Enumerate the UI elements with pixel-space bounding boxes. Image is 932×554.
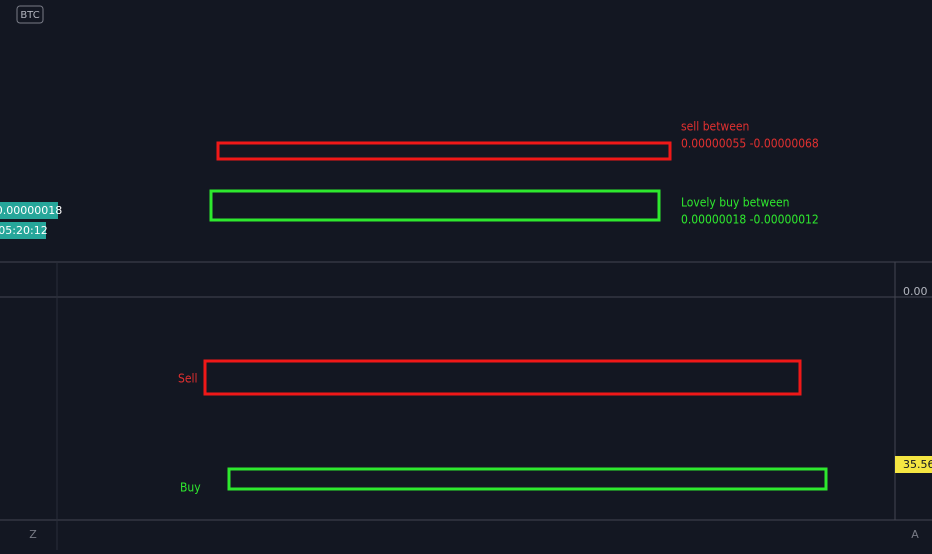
last-price-badge <box>0 202 58 219</box>
rsi-buy-label: Buy <box>180 481 201 495</box>
rsi-last-value: 35.56 <box>903 458 932 471</box>
buy-zone <box>209 189 661 222</box>
countdown-badge <box>0 222 46 239</box>
empty-pane-label: 0.00 <box>903 285 928 298</box>
zoom-button[interactable]: Z <box>29 528 37 541</box>
sell-title: sell between <box>681 120 749 134</box>
countdown: 05:20:12 <box>0 224 48 237</box>
sell-range: 0.00000055 -0.00000068 <box>681 137 819 151</box>
rsi-last-badge <box>895 456 932 473</box>
last-price: 0.00000018 <box>0 204 62 217</box>
rsi-buy-zone <box>227 467 828 491</box>
sell-zone <box>216 141 672 161</box>
buy-range: 0.00000018 -0.00000012 <box>681 213 819 227</box>
buy-title: Lovely buy between <box>681 196 789 210</box>
rsi-sell-label: Sell <box>178 372 198 386</box>
symbol-badge-text: BTC <box>20 10 39 21</box>
auto-scale-button[interactable]: A <box>911 528 919 541</box>
symbol-badge <box>16 5 44 24</box>
rsi-sell-zone <box>203 359 802 396</box>
